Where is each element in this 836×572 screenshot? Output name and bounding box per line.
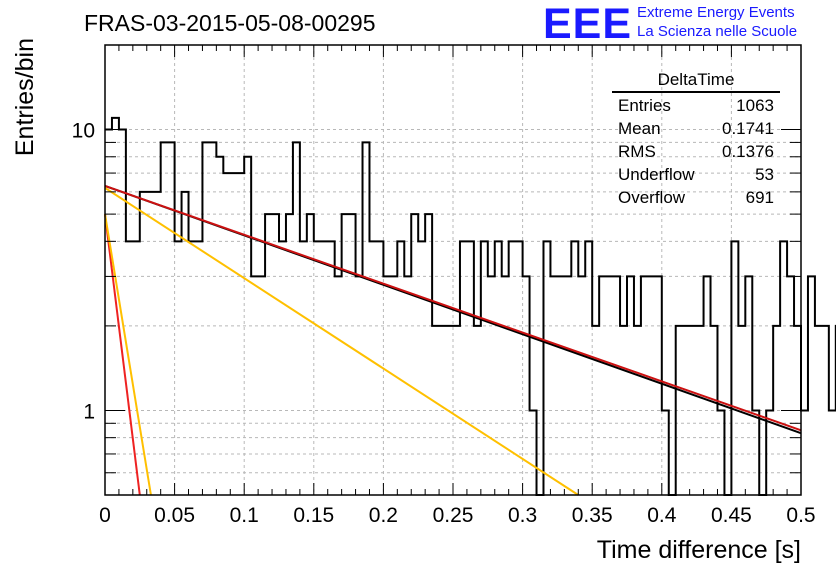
logo-caption-line1: Extreme Energy Events (637, 4, 795, 21)
stats-label: Entries (618, 96, 671, 115)
stats-row: Mean 0.1741 (612, 117, 780, 140)
x-tick-label: 0.2 (369, 504, 398, 527)
fit-line-medium (104, 187, 579, 496)
y-axis-label: Entries/bin (11, 38, 39, 156)
stats-label: RMS (618, 142, 656, 161)
x-tick-label: 0.35 (572, 504, 613, 527)
logo-caption-line2: La Scienza nelle Scuole (637, 23, 798, 40)
stats-row: Entries 1063 (612, 94, 780, 117)
x-tick-label: 0.5 (786, 504, 815, 527)
stats-value: 1063 (736, 96, 774, 115)
stats-value: 53 (755, 165, 774, 184)
fit-line-slow (104, 184, 802, 432)
stats-value: 0.1741 (722, 119, 774, 138)
stats-row: Underflow 53 (612, 163, 780, 186)
stats-label: Underflow (618, 165, 695, 184)
x-tick-label: 0.4 (647, 504, 677, 527)
stats-value: 691 (745, 188, 774, 207)
x-tick-label: 0.05 (154, 504, 195, 527)
y-tick-label: 1 (83, 400, 95, 423)
x-tick-label: 0.15 (293, 504, 334, 527)
run-title: FRAS-03-2015-05-08-00295 (84, 10, 376, 36)
x-tick-label: 0.1 (230, 504, 259, 527)
x-tick-label: 0 (99, 504, 111, 527)
stats-value: 0.1376 (722, 142, 774, 161)
stats-row: Overflow 691 (612, 186, 780, 209)
fit-line-fast (104, 213, 141, 496)
x-tick-label: 0.45 (711, 504, 752, 527)
stats-label: Mean (618, 119, 661, 138)
x-tick-label: 0.25 (433, 504, 474, 527)
stats-rows: Entries 1063 Mean 0.1741 RMS 0.1376 Underflow 5… (612, 94, 780, 209)
stats-box: DeltaTime Entries 1063 Mean 0.1741 RMS 0.1376… (612, 70, 780, 209)
stats-label: Overflow (618, 188, 686, 207)
histogram-bars (105, 116, 836, 496)
x-tick-label: 0.3 (508, 504, 537, 527)
fit-line-fast-yellow (104, 213, 152, 496)
y-tick-label: 10 (72, 120, 95, 143)
stats-title: DeltaTime (612, 70, 780, 93)
eee-logo: EEE (543, 0, 633, 48)
x-axis-label: Time difference [s] (597, 536, 801, 564)
stats-row: RMS 0.1376 (612, 140, 780, 163)
